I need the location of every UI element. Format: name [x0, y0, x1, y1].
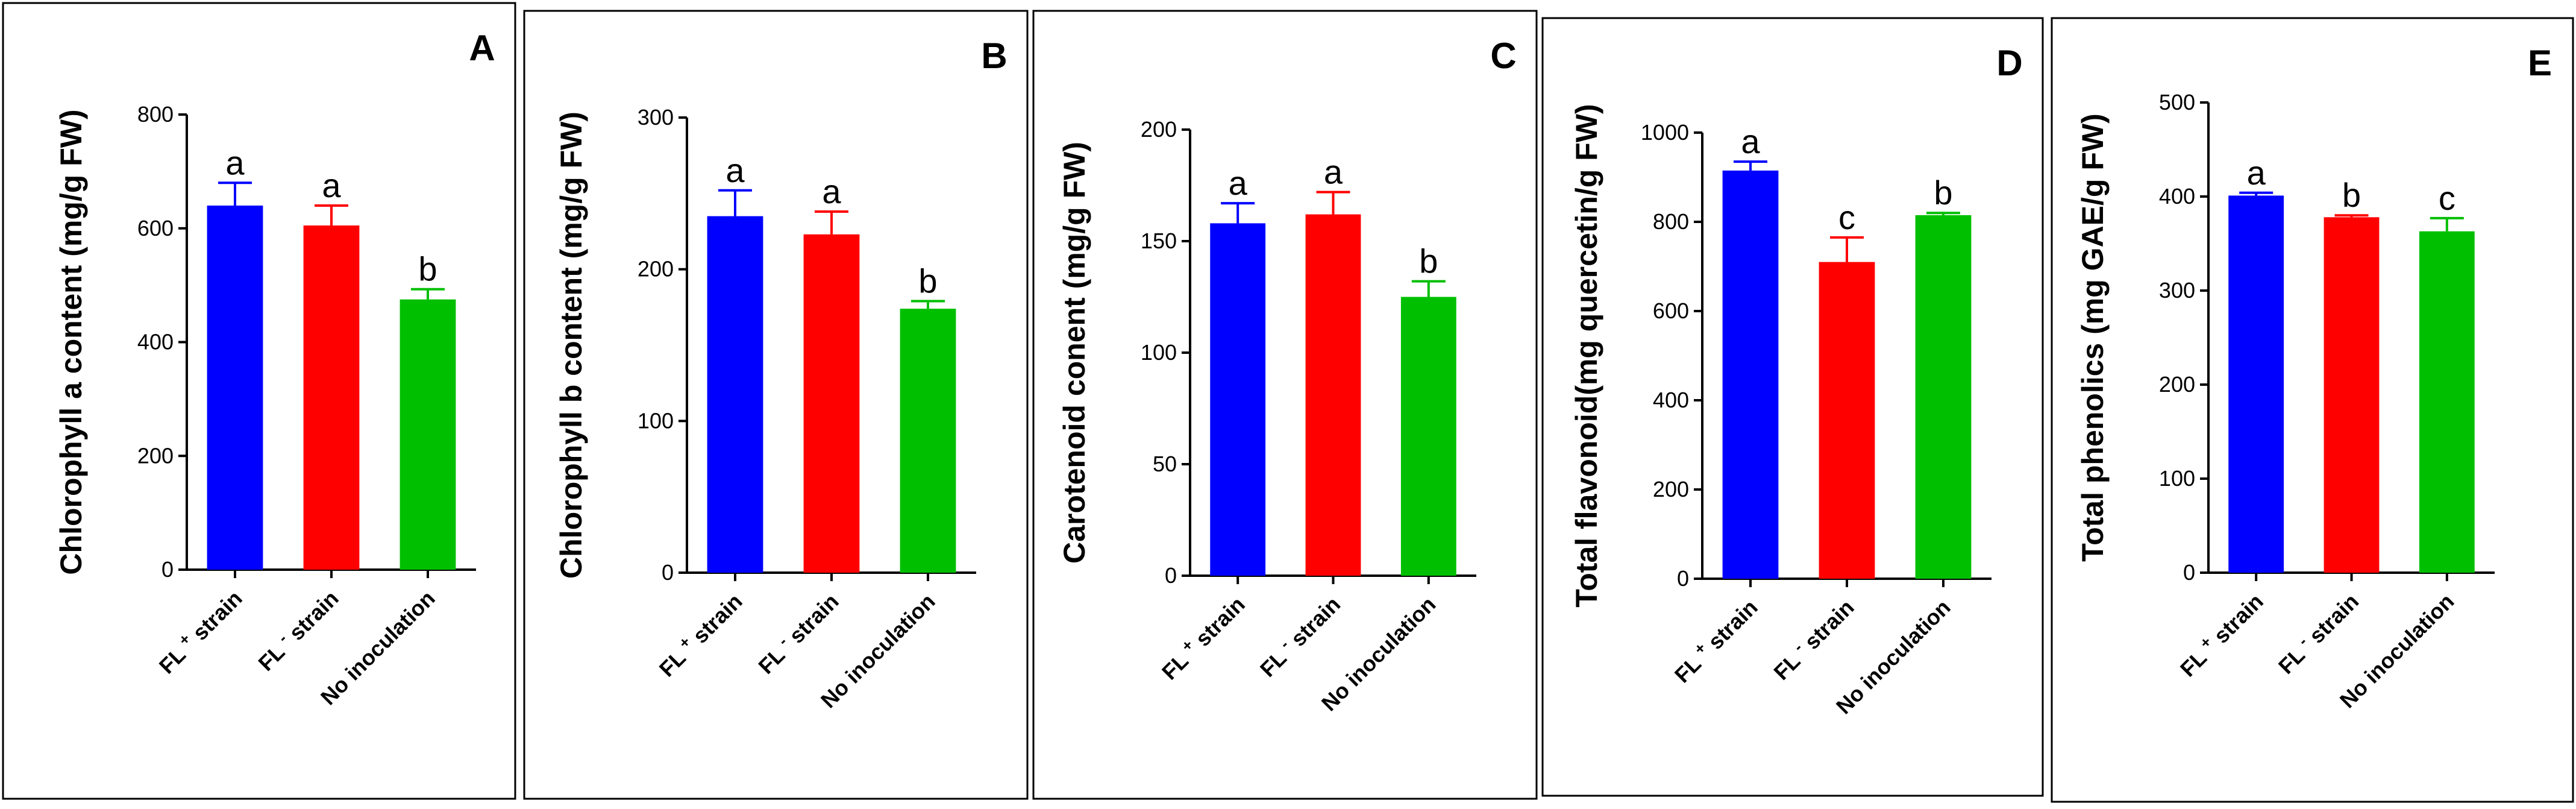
y-tick-label: 300 — [2159, 278, 2195, 303]
bar — [2324, 217, 2380, 573]
y-tick-label: 100 — [638, 408, 674, 433]
y-axis-label: Chlorophyll a content (mg/g FW) — [54, 109, 88, 574]
panel-frame — [2051, 17, 2574, 803]
y-tick-label: 600 — [137, 216, 174, 241]
bar — [1915, 215, 1972, 579]
significance-label: c — [2439, 179, 2455, 217]
significance-label: b — [1934, 174, 1952, 212]
significance-label: a — [822, 172, 841, 210]
bar — [303, 225, 360, 570]
y-tick-label: 50 — [1153, 452, 1177, 476]
significance-label: b — [1419, 242, 1438, 280]
y-tick-label: 100 — [1141, 340, 1177, 365]
y-tick-label: 400 — [1653, 388, 1689, 412]
y-tick-label: 0 — [1165, 563, 1177, 588]
y-axis-label: Total flavonoid(mg quercetin/g FW) — [1570, 104, 1603, 607]
significance-label: b — [2342, 176, 2361, 214]
y-tick-label: 200 — [137, 443, 174, 468]
panel-letter: B — [981, 36, 1007, 76]
y-tick-label: 600 — [1653, 298, 1689, 323]
panel-b: B 0 100 200 300 Chlorophyll b content (mg/g F… — [523, 10, 1029, 800]
y-tick-label: 0 — [662, 560, 674, 585]
significance-label: a — [725, 151, 745, 189]
bar — [2419, 231, 2475, 573]
bar — [707, 216, 763, 573]
y-tick-label: 800 — [137, 102, 174, 127]
bar — [1210, 223, 1266, 576]
bar — [1722, 170, 1779, 579]
bar — [900, 309, 956, 573]
panel-d: D 0 200 400 600 800 1000 Total flavonoid(mg que… — [1541, 17, 2044, 797]
y-tick-label: 200 — [2159, 372, 2195, 397]
y-tick-label: 0 — [161, 557, 174, 582]
bar — [1819, 262, 1875, 579]
significance-label: a — [225, 143, 245, 181]
y-tick-label: 0 — [2183, 560, 2195, 585]
y-tick-label: 200 — [1653, 477, 1689, 502]
y-tick-label: 100 — [2159, 466, 2195, 491]
bar — [2228, 195, 2284, 573]
y-axis-label: Total phenolics (mg GAE/g FW) — [2076, 113, 2110, 561]
panel-letter: C — [1490, 36, 1516, 76]
panel-a: A 0 200 400 600 800 Chlorophyll a content (mg/… — [2, 2, 516, 800]
panel-frame — [1032, 10, 1538, 800]
significance-label: a — [1229, 164, 1248, 202]
panel-e: E 0 100 200 300 400 500 Total phenolics (mg GAE… — [2051, 17, 2574, 803]
bar — [1305, 214, 1361, 576]
y-tick-label: 200 — [1141, 117, 1177, 142]
y-tick-label: 400 — [137, 330, 174, 354]
panel-letter: A — [469, 28, 495, 68]
y-tick-label: 1000 — [1641, 120, 1689, 145]
significance-label: c — [1838, 198, 1855, 236]
panel-letter: E — [2528, 43, 2552, 83]
significance-label: b — [418, 250, 437, 288]
panel-c: C 0 50 100 150 200 Carotenoid conent (mg/g FW)… — [1032, 10, 1538, 800]
y-axis-label: Chlorophyll b content (mg/g FW) — [554, 112, 588, 579]
y-tick-label: 400 — [2159, 184, 2195, 209]
significance-label: a — [1324, 153, 1343, 191]
y-tick-label: 800 — [1653, 209, 1689, 234]
bar — [1400, 297, 1456, 576]
panel-letter: D — [1996, 43, 2022, 83]
bar — [207, 206, 263, 570]
bar — [803, 234, 860, 573]
y-tick-label: 0 — [1677, 566, 1689, 591]
y-tick-label: 500 — [2159, 90, 2195, 115]
significance-label: b — [918, 262, 937, 300]
bar — [400, 299, 456, 570]
significance-label: a — [1741, 122, 1760, 160]
y-tick-label: 150 — [1141, 228, 1177, 253]
significance-label: a — [322, 166, 341, 204]
y-tick-label: 200 — [638, 257, 674, 282]
y-axis-label: Carotenoid conent (mg/g FW) — [1058, 142, 1091, 564]
y-tick-label: 300 — [638, 105, 674, 130]
significance-label: a — [2247, 154, 2266, 192]
